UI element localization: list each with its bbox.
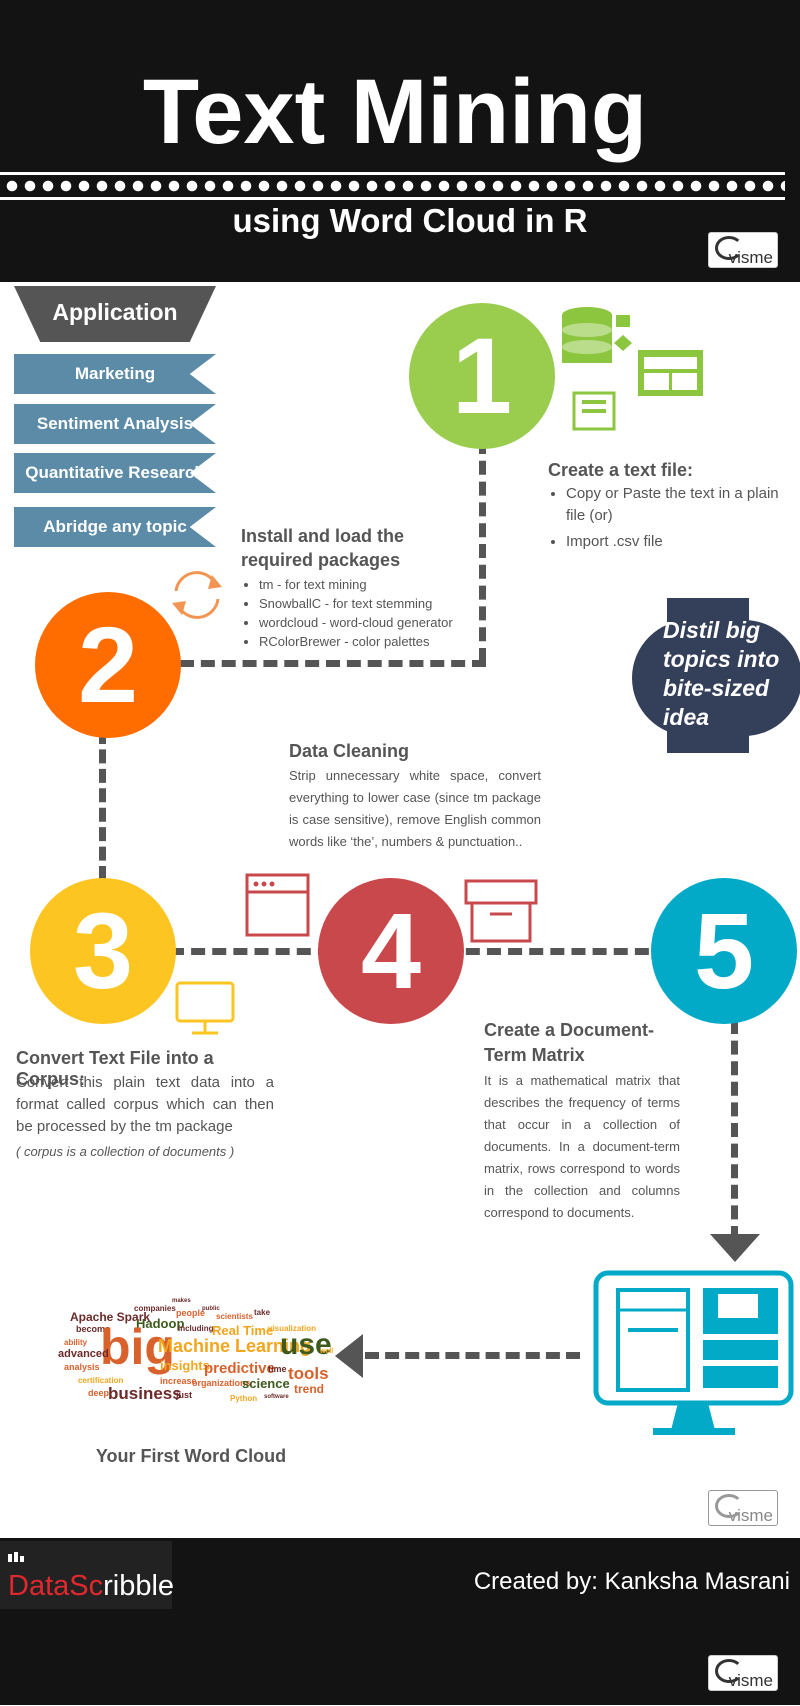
- step-4-circle: 4: [318, 878, 464, 1024]
- word-cloud-word: insights: [160, 1358, 210, 1373]
- word-cloud-word: companies: [134, 1304, 176, 1313]
- browser-window-icon: [245, 873, 310, 937]
- distil-badge-band: [667, 598, 749, 753]
- connector-1-2: [479, 440, 486, 662]
- word-cloud-word: time: [268, 1364, 287, 1374]
- visme-logo: visme: [708, 1490, 778, 1526]
- step-2-bullet: SnowballC - for text stemming: [259, 594, 489, 613]
- step-3-note: ( corpus is a collection of documents ): [16, 1144, 235, 1159]
- brand-box: [0, 1541, 172, 1609]
- bar-chart-icon: [8, 1552, 24, 1562]
- word-cloud-word: deep: [88, 1388, 110, 1398]
- film-strip-divider: [0, 172, 785, 200]
- visme-swirl-icon: [715, 1494, 743, 1518]
- connector-5-computer: [731, 1020, 738, 1240]
- distil-text: Distil big topics into bite-sized idea: [663, 617, 780, 730]
- step-1-bullet: Import .csv file: [566, 531, 788, 553]
- application-title: Application: [14, 286, 216, 342]
- word-cloud-word: scientists: [216, 1312, 253, 1321]
- word-cloud-word: well: [320, 1348, 334, 1355]
- visme-logo: visme: [708, 1655, 778, 1691]
- step-2-bullet: wordcloud - word-cloud generator: [259, 613, 489, 632]
- step-2-circle: 2: [35, 592, 181, 738]
- word-cloud: Apache Spark companies makes people publ…: [58, 1296, 338, 1416]
- application-item-marketing: Marketing: [14, 354, 216, 394]
- connector-2-horizontal: [180, 660, 486, 667]
- word-cloud-word: makes: [172, 1298, 191, 1304]
- step-3-body: Convert this plain text data into a form…: [16, 1074, 274, 1135]
- application-item-abridge-topic: Abridge any topic: [14, 507, 216, 547]
- step-2-bullet: RColorBrewer - color palettes: [259, 632, 489, 651]
- step-1-circle: 1: [409, 303, 555, 449]
- word-cloud-word: tools: [288, 1364, 329, 1383]
- visme-swirl-icon: [715, 236, 743, 260]
- step-1-heading: Create a text file:: [548, 460, 694, 480]
- step-5-body: It is a mathematical matrix that describ…: [484, 1073, 680, 1220]
- arrow-down-icon: [710, 1234, 760, 1262]
- refresh-icon: [172, 571, 222, 619]
- word-cloud-word: take: [254, 1308, 271, 1317]
- author-credit: Created by: Kanksha Masrani: [473, 1568, 790, 1595]
- application-item-sentiment-analysis: Sentiment Analysis: [14, 404, 216, 444]
- word-cloud-word: big: [100, 1319, 175, 1375]
- word-cloud-caption: Your First Word Cloud: [95, 1446, 287, 1466]
- word-cloud-word: use: [280, 1328, 332, 1361]
- footer: DataScribble Created by: Kanksha Masrani…: [0, 1538, 800, 1705]
- step-5-circle: 5: [651, 878, 797, 1024]
- word-cloud-word: software: [264, 1394, 289, 1400]
- step-5-heading: Create a Document-Term Matrix: [484, 1020, 655, 1065]
- word-cloud-word: Python: [230, 1394, 258, 1403]
- step-2-bullet: tm - for text mining: [259, 575, 489, 594]
- word-cloud-word: Hadoop: [136, 1316, 185, 1331]
- word-cloud-word: science: [242, 1376, 290, 1391]
- step-3-heading: Convert Text File into a Corpus:: [16, 1048, 214, 1089]
- word-cloud-word: people: [176, 1308, 206, 1318]
- word-cloud-word: business: [108, 1384, 182, 1403]
- word-cloud-word: analysis: [64, 1362, 100, 1372]
- word-cloud-word: visualization: [268, 1324, 317, 1333]
- visme-swirl-icon: [715, 1659, 743, 1683]
- page-title: Text Mining: [142, 61, 648, 163]
- step-3-circle: 3: [30, 878, 176, 1024]
- word-cloud-word: Real Time: [212, 1323, 274, 1338]
- connector-computer-wordcloud: [365, 1352, 580, 1359]
- word-cloud-word: public: [202, 1306, 220, 1312]
- word-cloud-word: ability: [64, 1338, 88, 1347]
- header: Text Mining using Word Cloud in R visme: [0, 0, 800, 282]
- visme-logo: visme: [708, 232, 778, 268]
- word-cloud-word: certification: [78, 1376, 124, 1385]
- word-cloud-word: Apache Spark: [70, 1310, 151, 1324]
- step-1-bullet: Copy or Paste the text in a plain file (…: [566, 483, 788, 527]
- step-4-body: Strip unnecessary white space, convert e…: [289, 768, 541, 849]
- connector-2-3: [99, 730, 106, 880]
- word-cloud-word: become: [76, 1324, 111, 1334]
- application-item-quantitative-research: Quantitative Research: [14, 453, 216, 493]
- word-cloud-word: advanced: [58, 1348, 109, 1360]
- word-cloud-word: organizations: [192, 1378, 251, 1388]
- step-4-heading: Data Cleaning: [289, 741, 410, 761]
- brand-logo: DataScribble: [8, 1570, 175, 1602]
- word-cloud-word: Machine Learning: [158, 1336, 312, 1356]
- word-cloud-word: predictive: [204, 1360, 275, 1377]
- arrow-left-icon: [335, 1334, 363, 1378]
- database-document-icon: [562, 307, 703, 431]
- word-cloud-word: just: [176, 1390, 193, 1400]
- word-cloud-word: trend: [294, 1382, 324, 1396]
- monitor-icon: [175, 981, 235, 1035]
- page-subtitle: using Word Cloud in R: [232, 202, 588, 239]
- word-cloud-word: including: [178, 1324, 214, 1333]
- step-2-heading: Install and load the required packages: [241, 526, 405, 570]
- archive-box-icon: [464, 879, 538, 943]
- computer-monitor-icon: [593, 1270, 794, 1435]
- word-cloud-word: increase: [160, 1376, 197, 1386]
